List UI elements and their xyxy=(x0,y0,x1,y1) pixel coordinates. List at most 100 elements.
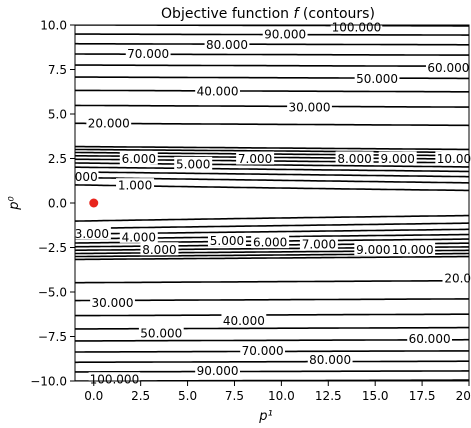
contour-label-bg xyxy=(207,233,246,247)
contour-label-bg xyxy=(236,151,275,165)
contour-label: 4.000 xyxy=(122,230,156,244)
contour-line xyxy=(75,166,469,173)
contour-line xyxy=(75,145,469,151)
contour-label-bg xyxy=(435,151,471,165)
contour-line xyxy=(75,104,469,108)
y-tick-label: 10.0 xyxy=(40,19,67,33)
contour-label: 9.000 xyxy=(381,152,415,166)
x-tick-label: 20.0 xyxy=(456,389,471,403)
x-tick-label: 10.0 xyxy=(268,389,295,403)
contour-line xyxy=(75,279,469,284)
contour-label: 20.000 xyxy=(88,116,130,130)
contour-label-bg xyxy=(407,331,452,345)
x-tick-label: 2.5 xyxy=(131,389,150,403)
contour-label-bg xyxy=(442,270,471,284)
contour-label-bg xyxy=(287,99,332,113)
contour-label: 80.000 xyxy=(309,353,351,367)
contour-line xyxy=(75,171,469,178)
contour-line xyxy=(75,370,469,373)
y-tick-label: −7.5 xyxy=(38,330,67,344)
y-tick-label: 7.5 xyxy=(48,63,67,77)
contour-labels: 100.000 90.000 80.000 70.000 60.000 50.000 40.… xyxy=(72,19,471,387)
contour-label: 70.000 xyxy=(242,344,284,358)
contour-label: 50.000 xyxy=(356,72,398,86)
contour-label: 100.000 xyxy=(90,373,140,387)
contour-label-bg xyxy=(330,19,383,33)
contour-label-bg xyxy=(119,151,158,165)
contour-label: 80.000 xyxy=(206,38,248,52)
contour-label-bg xyxy=(140,242,179,256)
contour-line xyxy=(75,313,469,317)
contour-label-bg xyxy=(425,60,471,74)
contour-line xyxy=(75,255,469,261)
contour-label-bg xyxy=(74,169,99,183)
contour-label-bg xyxy=(125,46,171,60)
contour-label: 8.000 xyxy=(337,152,371,166)
x-axis-label: p¹ xyxy=(258,409,272,424)
contour-label: 10.000 xyxy=(392,243,434,257)
contour-label: 30.000 xyxy=(289,100,331,114)
contour-label: 60.000 xyxy=(409,332,451,346)
contour-label: 8.000 xyxy=(142,243,176,257)
contour-line xyxy=(75,42,469,46)
contour-label-bg xyxy=(354,242,393,256)
contour-label-bg xyxy=(299,236,338,250)
y-tick-label: 0.0 xyxy=(48,197,67,211)
y-tick-label: 2.5 xyxy=(48,152,67,166)
contour-label-bg xyxy=(86,115,132,129)
contour-label-bg xyxy=(204,37,250,51)
contour-label: 3.000 xyxy=(75,227,109,241)
x-tick-label: 17.5 xyxy=(409,389,436,403)
contour-line xyxy=(75,298,469,302)
contour-label: 6.000 xyxy=(253,236,287,250)
contour-label-bg xyxy=(90,295,135,309)
minimum-point xyxy=(89,198,99,208)
contour-label: 70.000 xyxy=(127,47,169,61)
contour-label: 000 xyxy=(75,170,98,184)
contour-label-bg xyxy=(335,151,374,165)
x-tick-label: 15.0 xyxy=(362,389,389,403)
x-tick-label: 7.5 xyxy=(225,389,244,403)
contour-label-bg xyxy=(354,71,400,85)
contour-label-bg xyxy=(262,26,308,40)
x-tick-label: 5.0 xyxy=(178,389,197,403)
contour-line xyxy=(75,326,469,330)
contour-label-bg xyxy=(221,313,267,327)
contour-line xyxy=(75,89,469,93)
contour-label-bg xyxy=(72,226,111,240)
contour-label-bg xyxy=(251,235,290,249)
contour-line xyxy=(75,338,469,342)
contour-label: 5.000 xyxy=(210,234,244,248)
contour-label: 1.000 xyxy=(118,179,152,193)
contour-label: 6.000 xyxy=(122,152,156,166)
contour-line xyxy=(75,214,469,222)
contour-label: 5.000 xyxy=(176,157,210,171)
contour-label: 100.000 xyxy=(332,20,382,34)
contour-label-bg xyxy=(378,151,417,165)
contour-line xyxy=(75,64,469,68)
contour-label: 90.000 xyxy=(264,27,306,41)
contour-label-bg xyxy=(119,229,158,243)
y-tick-label: −5.0 xyxy=(38,286,67,300)
contour-label: 40.000 xyxy=(223,314,265,328)
contour-label-bg xyxy=(195,363,240,377)
contour-label: 10.000 xyxy=(437,152,471,166)
contour-label-bg xyxy=(390,242,436,256)
contour-lines xyxy=(75,25,469,381)
contour-label: 60.000 xyxy=(427,61,469,75)
contour-label-bg xyxy=(174,156,213,170)
contour-line xyxy=(75,76,469,80)
contour-label: 90.000 xyxy=(197,364,239,378)
contour-label: 7.000 xyxy=(302,237,336,251)
contour-label: 30.000 xyxy=(92,296,134,310)
chart-title: Objective function f (contours) xyxy=(161,6,375,22)
contour-label: 20.00 xyxy=(444,271,471,285)
contour-label-bg xyxy=(307,352,353,366)
contour-line xyxy=(75,222,469,230)
contour-label-bg xyxy=(240,343,286,357)
y-axis-ticks: −10.0 −7.5 −5.0 −2.5 0.0 2.5 5.0 7.5 10.0 xyxy=(30,19,75,389)
contour-label: 9.000 xyxy=(356,243,390,257)
y-tick-label: 5.0 xyxy=(48,108,67,122)
contour-line xyxy=(75,360,469,364)
